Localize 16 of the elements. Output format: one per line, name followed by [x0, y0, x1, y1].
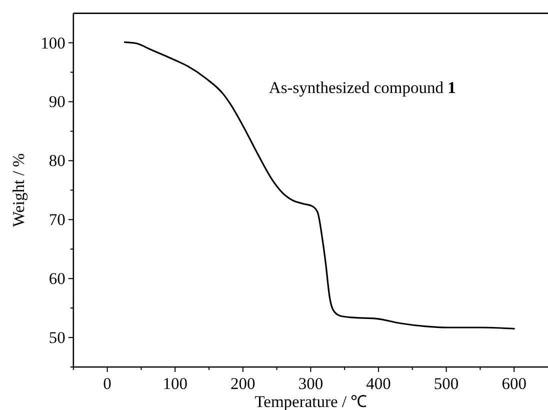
- y-tick-label: 70: [48, 210, 66, 230]
- x-tick-label: 300: [298, 374, 324, 393]
- y-tick-label: 80: [48, 151, 66, 170]
- y-tick-label: 60: [48, 269, 66, 288]
- y-axis-title: Weight / %: [9, 152, 28, 228]
- line-series: [124, 41, 515, 330]
- x-tick-label: 400: [366, 374, 391, 393]
- x-tick-label: 600: [502, 374, 526, 393]
- y-tick-label: 90: [48, 92, 66, 112]
- annotation: As-synthesized compound 1: [268, 78, 456, 97]
- x-tick-label: 200: [230, 374, 256, 393]
- x-tick-label: 0: [103, 374, 112, 393]
- y-tick-label: 50: [48, 328, 66, 348]
- x-tick-label: 100: [162, 374, 188, 393]
- y-tick-label: 100: [40, 33, 66, 52]
- x-tick-label: 500: [434, 374, 459, 393]
